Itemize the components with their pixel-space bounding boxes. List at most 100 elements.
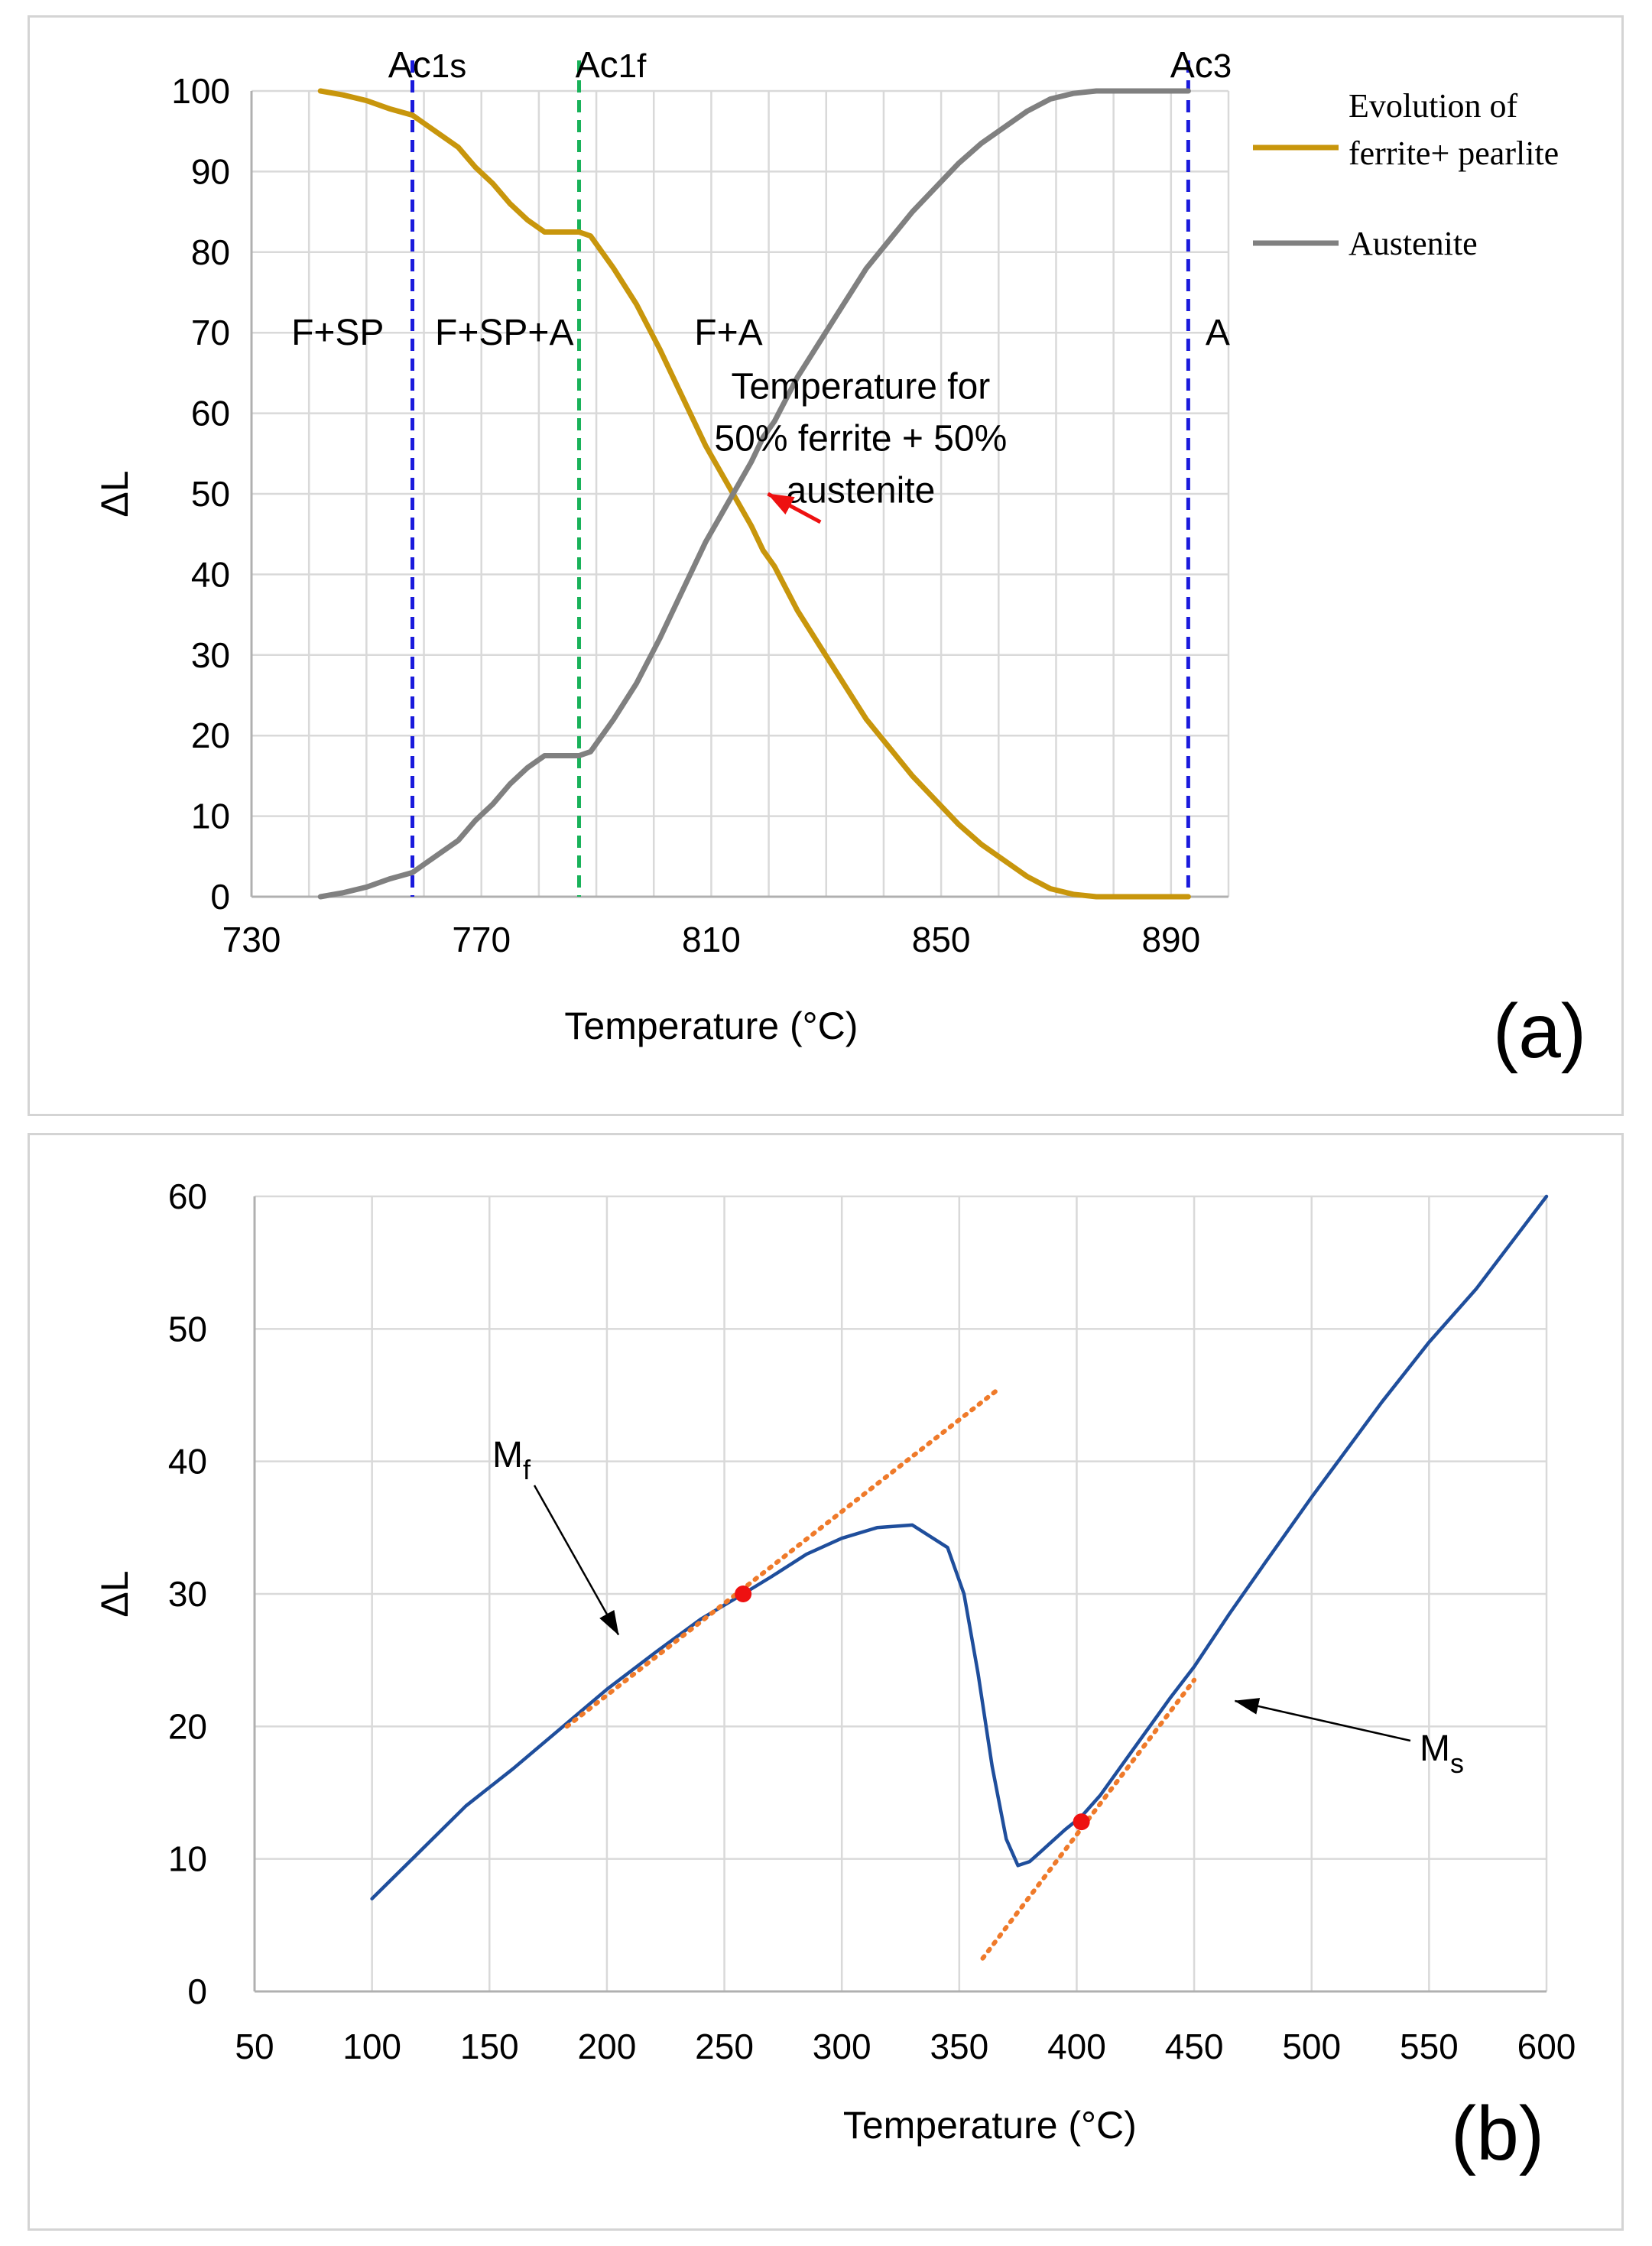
annotation-ms-arrow xyxy=(1234,1698,1411,1742)
data-point xyxy=(820,339,822,342)
data-point xyxy=(423,864,425,865)
series-line-1 xyxy=(317,88,1191,900)
data-point xyxy=(842,682,845,684)
x-tick-label: 400 xyxy=(1047,2027,1106,2066)
data-point xyxy=(980,142,982,144)
data-point xyxy=(1027,110,1028,112)
series-dilatation xyxy=(370,1194,1549,1900)
data-point xyxy=(365,886,368,888)
data-point xyxy=(842,303,845,306)
data-point xyxy=(728,485,729,487)
data-point xyxy=(561,755,563,757)
data-point xyxy=(751,525,752,527)
data-point xyxy=(934,799,936,801)
annotation-ms: Ms xyxy=(1420,1728,1464,1779)
data-point xyxy=(475,820,476,821)
data-point xyxy=(1187,896,1190,897)
annotation-text: 50% ferrite + 50% xyxy=(714,419,1007,459)
data-point xyxy=(934,187,936,189)
data-point xyxy=(911,211,914,213)
data-point xyxy=(820,646,822,648)
legend-text: Austenite xyxy=(1349,225,1478,262)
data-point xyxy=(388,108,391,109)
data-point xyxy=(1050,98,1051,100)
data-point xyxy=(762,549,764,551)
x-axis-title: Temperature (°C) xyxy=(564,1005,858,1047)
data-point xyxy=(388,878,391,880)
region-label: F+A xyxy=(694,313,762,353)
vline-label-ac3: Ac3 xyxy=(1170,45,1232,86)
data-point xyxy=(342,891,345,894)
data-point xyxy=(1095,896,1097,897)
data-point xyxy=(1118,896,1120,897)
data-point xyxy=(1118,90,1120,92)
data-point xyxy=(1027,875,1028,878)
data-point xyxy=(797,376,798,378)
x-tick-label: 730 xyxy=(222,920,281,959)
y-tick-label: 0 xyxy=(210,877,230,917)
x-tick-label: 850 xyxy=(912,920,971,959)
x-tick-label: 250 xyxy=(695,2027,754,2066)
grid-b xyxy=(253,1195,1548,1993)
data-point xyxy=(705,541,706,544)
y-tick-label: 50 xyxy=(191,474,230,514)
data-point xyxy=(612,719,615,720)
y-axis-title: ΔL xyxy=(93,1570,136,1617)
y-tick-label: 20 xyxy=(168,1706,207,1746)
vline-label-ac1f: Ac1f xyxy=(576,45,647,86)
data-point xyxy=(527,219,528,221)
grid-a xyxy=(250,89,1230,898)
y-tick-label: 30 xyxy=(168,1574,207,1614)
annotation-text: austenite xyxy=(786,471,935,511)
data-point xyxy=(492,183,494,185)
y-tick-label: 100 xyxy=(171,71,230,111)
data-point xyxy=(682,396,683,398)
data-point xyxy=(544,755,546,757)
data-point xyxy=(1187,90,1190,92)
data-point xyxy=(1004,859,1005,862)
legend-text: Evolution of xyxy=(1349,87,1518,125)
y-tick-label: 80 xyxy=(191,232,230,272)
y-tick-label: 70 xyxy=(191,313,230,352)
data-point xyxy=(682,589,683,592)
x-tick-label: 300 xyxy=(813,2027,871,2066)
panel-label-b: (b) xyxy=(1451,2091,1544,2176)
x-axis-title: Temperature (°C) xyxy=(843,2104,1137,2147)
series-tangent-low xyxy=(564,1386,1002,1729)
data-point xyxy=(578,755,580,757)
data-point xyxy=(440,135,442,136)
annotation-arrow xyxy=(767,492,822,524)
data-point xyxy=(911,775,914,777)
data-point xyxy=(509,203,511,205)
data-point xyxy=(957,163,959,164)
vline-label-ac1s: Ac1s xyxy=(388,45,467,86)
annotation-text: Temperature for xyxy=(731,367,990,407)
y-tick-label: 0 xyxy=(187,1972,207,2011)
x-tick-label: 350 xyxy=(930,2027,988,2066)
annotation-mf: Mf xyxy=(492,1435,531,1485)
region-label: A xyxy=(1206,313,1230,353)
x-tick-label: 100 xyxy=(342,2027,401,2066)
data-point xyxy=(762,437,764,439)
data-point xyxy=(1176,896,1178,897)
x-tick-label: 550 xyxy=(1400,2027,1459,2066)
x-tick-label: 50 xyxy=(235,2027,274,2066)
data-point xyxy=(1141,896,1144,897)
data-point xyxy=(320,896,322,897)
data-point xyxy=(492,803,494,805)
data-point xyxy=(561,231,563,233)
data-point xyxy=(728,501,729,503)
point-Mf xyxy=(735,1586,752,1602)
data-point xyxy=(1141,90,1144,92)
data-point xyxy=(1164,90,1167,92)
panel-b: 0 10 20 30 40 50 60 50 100 150 200 250 300 350 400 450 5… xyxy=(28,1133,1624,2231)
x-tick-label: 150 xyxy=(460,2027,519,2066)
annotation-mf-arrow xyxy=(533,1485,620,1636)
data-point xyxy=(411,871,414,874)
y-tick-label: 40 xyxy=(168,1442,207,1482)
x-tick-label: 450 xyxy=(1165,2027,1224,2066)
data-point xyxy=(865,719,868,720)
panel-label-a: (a) xyxy=(1493,988,1586,1074)
y-tick-label: 50 xyxy=(168,1309,207,1349)
data-point xyxy=(980,843,982,845)
